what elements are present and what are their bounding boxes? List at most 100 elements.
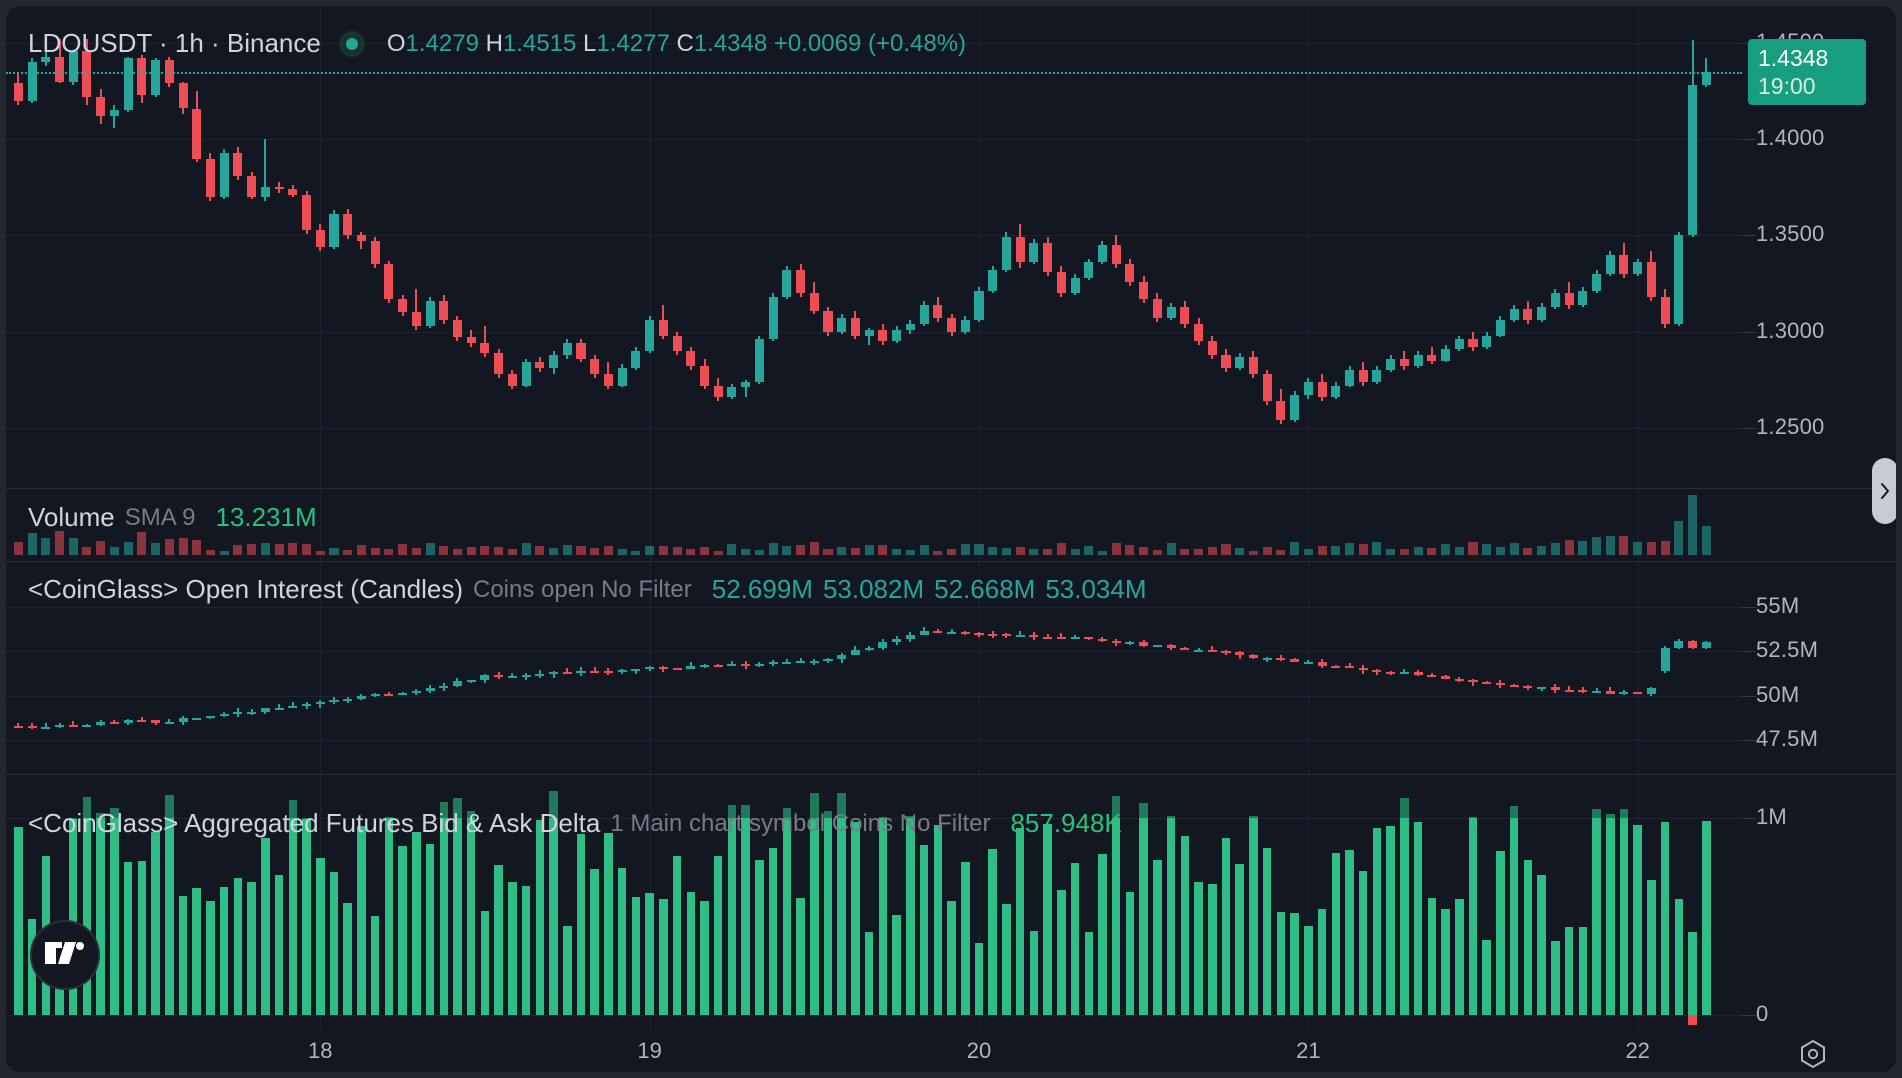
circle-dot-icon[interactable] [338, 30, 365, 57]
volume-bar [1413, 546, 1423, 555]
chart-settings-button[interactable] [1796, 1038, 1830, 1072]
candle-body [850, 318, 860, 336]
delta-bar [1262, 848, 1272, 1015]
oi-candle-body [1180, 648, 1190, 651]
delta-bar [96, 812, 105, 1015]
oi-candle-body [507, 675, 517, 678]
delta-bar [494, 864, 503, 1015]
oi-candle-body [699, 664, 710, 667]
volume-bar [1427, 547, 1437, 555]
delta-bar [988, 849, 997, 1015]
delta-bar [110, 808, 119, 1015]
time-axis-label[interactable]: 19 [637, 1038, 662, 1063]
candle-body [1386, 358, 1396, 371]
volume-bar [1001, 547, 1011, 555]
volume-bar [247, 544, 257, 555]
volume-pane[interactable] [6, 489, 1742, 561]
candle-body [905, 324, 915, 330]
oi-candle-wick [1513, 683, 1516, 687]
time-axis[interactable]: 181920212223 [6, 1030, 1896, 1072]
delta-bar [1125, 892, 1135, 1015]
oi-candle-body [1701, 641, 1711, 649]
oi-candle-body [521, 674, 531, 677]
volume-bar [411, 548, 421, 555]
candle-body [576, 343, 586, 359]
candle-body [1056, 272, 1066, 294]
oi-candle-wick [17, 722, 20, 728]
candle-body [1509, 308, 1519, 321]
oi-candle-body [315, 701, 325, 705]
candle-body [1070, 277, 1080, 294]
oi-candle-body [1111, 640, 1121, 644]
candle-body [1015, 237, 1025, 263]
symbol-title[interactable]: LDOUSDT · 1h · Binance [28, 28, 321, 58]
open-interest-pane[interactable] [6, 562, 1742, 774]
delta-bar [810, 792, 819, 1015]
volume-bar [1537, 545, 1547, 555]
delta-bar [659, 899, 668, 1015]
volume-bar [1660, 540, 1670, 555]
volume-bar [782, 545, 792, 555]
candle-body [507, 374, 517, 386]
oi-candle-body [713, 664, 723, 667]
open-interest-title[interactable]: <CoinGlass> Open Interest (Candles) [28, 574, 463, 604]
delta-bar [14, 826, 23, 1015]
delta-pane[interactable] [6, 775, 1742, 1030]
delta-bar [1015, 828, 1025, 1015]
delta-bar [1304, 925, 1313, 1015]
price-pane[interactable] [6, 6, 1742, 488]
open-interest-legend[interactable]: <CoinGlass> Open Interest (Candles) Coin… [28, 574, 1147, 605]
delta-bar [713, 855, 723, 1015]
oi-candle-wick [44, 723, 47, 729]
candle-body [1043, 243, 1053, 273]
delta-bar [796, 897, 805, 1015]
candle-body [631, 350, 641, 369]
delta-bar-overflow [823, 810, 833, 819]
delta-bar-overflow [68, 817, 78, 819]
delta-bar [549, 791, 558, 1015]
time-axis-label[interactable]: 18 [308, 1038, 333, 1063]
candle-body [494, 352, 504, 375]
volume-bar [439, 546, 449, 555]
volume-bar [82, 546, 92, 555]
oi-candle-body [480, 675, 490, 681]
oi-candle-wick [1568, 686, 1571, 691]
delta-title[interactable]: <CoinGlass> Aggregated Futures Bid & Ask… [28, 808, 601, 838]
candle-body [1111, 245, 1121, 265]
volume-bar [1248, 551, 1258, 555]
volume-bar [192, 540, 202, 555]
delta-legend[interactable]: <CoinGlass> Aggregated Futures Bid & Ask… [28, 808, 1122, 839]
delta-axis[interactable]: 1M0857.948K [1742, 775, 1896, 1030]
volume-bar [590, 547, 600, 555]
delta-bar-overflow [782, 808, 792, 819]
candle-wick [113, 104, 116, 128]
time-axis-label[interactable]: 22 [1625, 1038, 1650, 1063]
oi-candle-body [1152, 645, 1162, 648]
time-axis-label[interactable]: 21 [1296, 1038, 1321, 1063]
volume-title[interactable]: Volume [28, 502, 115, 532]
oi-candle-body [1413, 671, 1423, 675]
price-tag[interactable]: 1.4348 19:00 [1748, 39, 1866, 106]
candle-body [1523, 308, 1533, 321]
oi-candle-body [384, 693, 394, 696]
volume-bar [370, 547, 380, 555]
oi-candle-body [329, 699, 339, 702]
collapse-pane-button[interactable] [1872, 458, 1896, 524]
oi-candle-body [1358, 668, 1368, 671]
delta-bar-overflow [1468, 817, 1478, 819]
main-chart-legend[interactable]: LDOUSDT · 1h · Binance O1.4279 H1.4515 L… [28, 28, 966, 59]
candle-body [1029, 243, 1039, 263]
volume-legend[interactable]: Volume SMA 9 13.231M [28, 502, 317, 533]
volume-bar [947, 548, 957, 555]
time-axis-label[interactable]: 20 [966, 1038, 992, 1063]
candle-body [425, 300, 435, 326]
tradingview-logo[interactable] [30, 920, 100, 990]
delta-bar-overflow [727, 805, 737, 819]
axis-tick-mark [1742, 1015, 1756, 1016]
oi-candle-body [672, 668, 682, 671]
oi-candle-body [343, 699, 353, 702]
volume-bar [315, 551, 325, 555]
volume-bar [672, 547, 682, 555]
volume-bar [1633, 542, 1643, 555]
